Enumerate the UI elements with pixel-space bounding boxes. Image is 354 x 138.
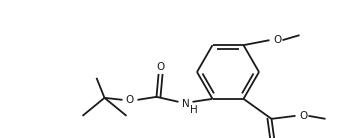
Text: O: O <box>125 95 133 105</box>
Text: H: H <box>190 105 198 115</box>
Text: O: O <box>299 111 308 121</box>
Text: O: O <box>156 62 165 72</box>
Text: N: N <box>182 99 189 109</box>
Text: O: O <box>273 35 282 45</box>
